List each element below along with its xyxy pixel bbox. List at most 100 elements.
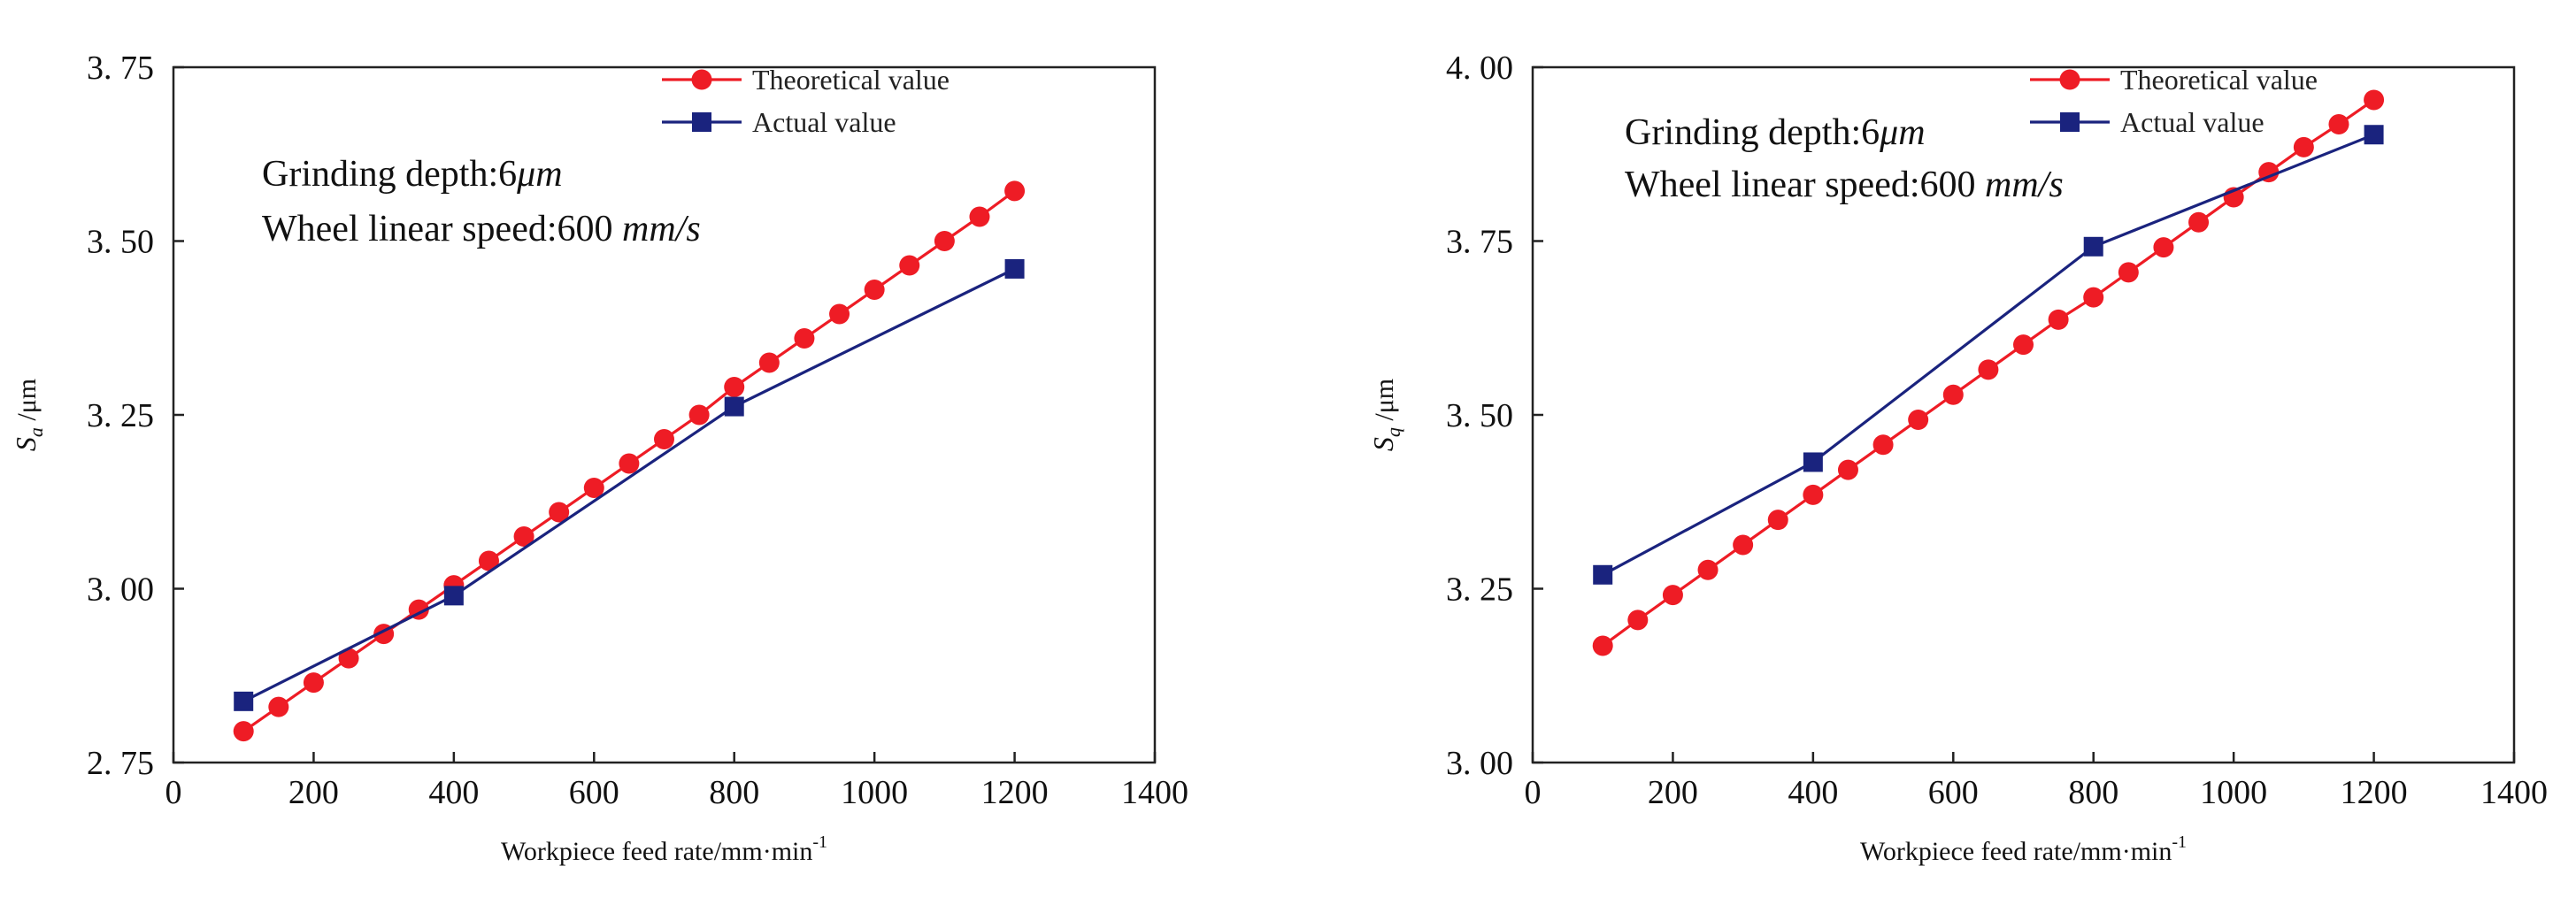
theoretical-point <box>2293 136 2314 157</box>
theoretical-point <box>1004 180 1026 202</box>
y-axis-label: Sa /μm <box>10 379 47 451</box>
theoretical-point <box>1662 585 1683 606</box>
theoretical-point <box>969 206 990 227</box>
actual-point <box>234 691 254 711</box>
chart-left: 0 200 400 600 800 1000 1200 1400 2. 75 3. 00 3. 25… <box>10 50 1188 866</box>
y-tick-label: 2. 75 <box>87 745 154 782</box>
x-axis-label-superscript: -1 <box>2172 832 2187 852</box>
theoretical-point <box>549 502 570 523</box>
x-tick-label: 0 <box>165 774 182 811</box>
theoretical-point <box>1697 559 1719 580</box>
legend-marker-actual <box>692 112 711 132</box>
theoretical-point <box>829 303 850 325</box>
y-axis-label: Sq /μm <box>1367 379 1404 451</box>
theoretical-point <box>688 404 710 426</box>
annotation-speed-unit: mm/s <box>1985 165 2064 205</box>
theoretical-point <box>478 550 499 571</box>
series-line-actual <box>1602 133 2375 577</box>
theoretical-point <box>724 377 745 398</box>
theoretical-point <box>2153 237 2174 258</box>
annotation-depth-text: Grinding depth:6 <box>262 154 517 195</box>
theoretical-point <box>1767 510 1788 531</box>
actual-point <box>724 396 744 417</box>
theoretical-point <box>1733 534 1754 556</box>
x-tick-label: 1200 <box>2341 774 2408 811</box>
chart-right: 0 200 400 600 800 1000 1200 1400 3. 00 3. 25 3. 50… <box>1367 50 2548 866</box>
theoretical-point <box>338 648 359 669</box>
annotation-speed-text: Wheel linear speed:600 <box>1625 165 1985 205</box>
theoretical-point <box>2013 334 2034 356</box>
x-tick-label: 1000 <box>2200 774 2267 811</box>
annotation-grinding-depth: Grinding depth:6μm <box>1625 112 1926 153</box>
y-tick-label: 3. 75 <box>1446 224 1513 261</box>
y-tick-label: 4. 00 <box>1446 50 1513 87</box>
y-axis-label-unit: /μm <box>12 379 42 427</box>
annotation-wheel-speed: Wheel linear speed:600 mm/s <box>262 209 701 249</box>
theoretical-point <box>233 721 254 742</box>
actual-point <box>2083 236 2103 257</box>
theoretical-point <box>2188 211 2210 233</box>
theoretical-point <box>303 672 324 694</box>
x-tick-label: 800 <box>2068 774 2118 811</box>
theoretical-point <box>1627 610 1649 631</box>
theoretical-point <box>513 526 534 548</box>
y-tick-label: 3. 25 <box>1446 571 1513 609</box>
x-tick-label: 0 <box>1525 774 1542 811</box>
x-axis-label-text: Workpiece feed rate/mm·min <box>1860 837 2172 866</box>
y-tick-label: 3. 50 <box>1446 397 1513 434</box>
theoretical-point <box>619 453 640 474</box>
theoretical-point <box>2048 309 2069 330</box>
theoretical-point <box>1837 459 1858 480</box>
theoretical-point <box>2118 262 2139 283</box>
x-axis-label-text: Workpiece feed rate/mm·min <box>501 837 812 866</box>
chart-panel-left: 0 200 400 600 800 1000 1200 1400 2. 75 3. 00 3. 25… <box>0 0 1288 916</box>
legend-label-theoretical: Theoretical value <box>2120 64 2318 96</box>
x-tick-label: 400 <box>428 774 479 811</box>
theoretical-point <box>864 280 885 301</box>
legend-marker-theoretical <box>2059 69 2080 90</box>
x-axis-label-superscript: -1 <box>812 832 827 852</box>
theoretical-point <box>1803 484 1824 505</box>
legend-label-theoretical: Theoretical value <box>752 64 950 96</box>
y-axis-label-subscript: q <box>1382 427 1404 437</box>
actual-point <box>443 586 464 606</box>
x-tick-label: 800 <box>709 774 759 811</box>
theoretical-point <box>2083 287 2104 308</box>
theoretical-point <box>2364 89 2385 111</box>
theoretical-point <box>1872 434 1894 456</box>
theoretical-point <box>758 352 780 373</box>
legend-marker-theoretical <box>691 69 712 90</box>
legend-label-actual: Actual value <box>752 106 896 138</box>
legend-label-actual: Actual value <box>2120 106 2265 138</box>
theoretical-point <box>268 696 289 717</box>
annotation-speed-text: Wheel linear speed:600 <box>262 209 622 249</box>
y-axis-label-symbol: S <box>10 437 42 451</box>
legend: Theoretical value Actual value <box>2030 64 2318 138</box>
theoretical-point <box>1908 410 1929 431</box>
theoretical-point <box>1942 384 1964 405</box>
y-tick-label: 3. 50 <box>87 224 154 261</box>
actual-point <box>1004 258 1025 279</box>
annotation-depth-text: Grinding depth:6 <box>1625 112 1880 153</box>
x-tick-label: 200 <box>1648 774 1698 811</box>
y-axis-label-unit: /μm <box>1370 379 1399 427</box>
annotation-grinding-depth: Grinding depth:6μm <box>262 154 563 195</box>
series-line-actual <box>242 267 1016 703</box>
x-tick-label: 1400 <box>2480 774 2548 811</box>
theoretical-point <box>1592 635 1613 656</box>
x-tick-label: 1400 <box>1121 774 1188 811</box>
annotation-speed-unit: mm/s <box>622 209 701 249</box>
chart-panel-right: 0 200 400 600 800 1000 1200 1400 3. 00 3. 25 3. 50… <box>1288 0 2576 916</box>
y-tick-label: 3. 00 <box>1446 745 1513 782</box>
theoretical-point <box>934 231 955 251</box>
x-axis-label: Workpiece feed rate/mm·min-1 <box>1860 832 2187 866</box>
actual-point <box>2364 125 2384 145</box>
legend: Theoretical value Actual value <box>662 64 950 138</box>
x-axis-label: Workpiece feed rate/mm·min-1 <box>501 832 827 866</box>
x-tick-label: 600 <box>1928 774 1979 811</box>
y-tick-label: 3. 75 <box>87 50 154 87</box>
annotation-wheel-speed: Wheel linear speed:600 mm/s <box>1625 165 2064 205</box>
theoretical-point <box>2328 113 2349 134</box>
y-axis-label-subscript: a <box>25 427 47 437</box>
actual-point <box>1593 564 1613 585</box>
